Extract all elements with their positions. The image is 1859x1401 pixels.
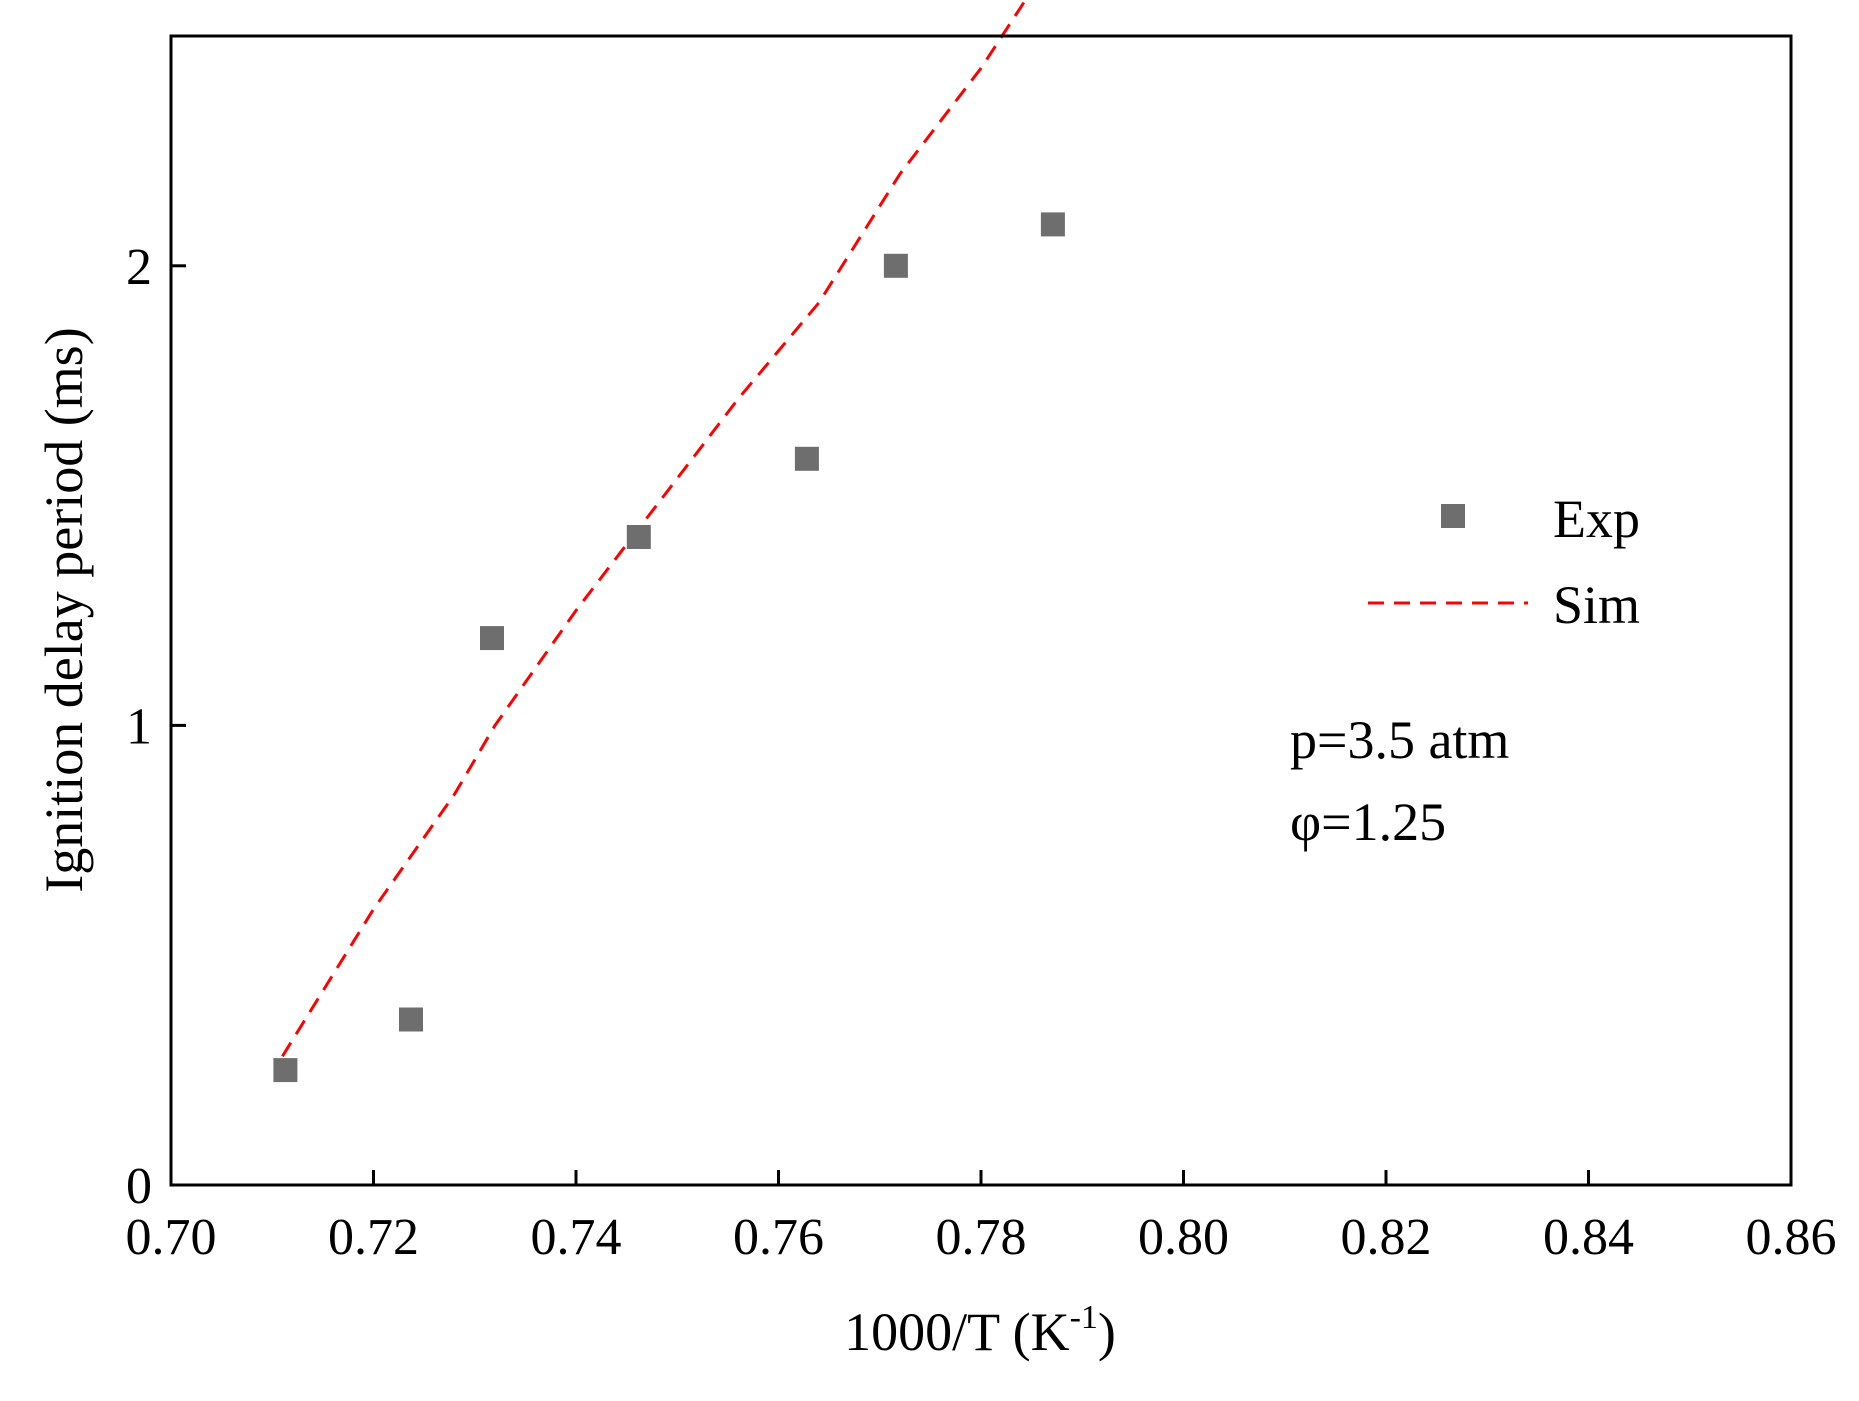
exp-point (480, 626, 504, 651)
y-axis-ticks: 0 1 2 (126, 239, 186, 1215)
legend-exp-label: Exp (1553, 489, 1640, 549)
x-tick-label: 0.78 (936, 1209, 1027, 1266)
x-tick-label: 0.76 (733, 1209, 824, 1266)
x-axis-title-main: 1000/T (K (844, 1302, 1070, 1362)
x-tick-label: 0.80 (1138, 1209, 1229, 1266)
x-axis-title-superscript: -1 (1070, 1299, 1098, 1336)
exp-point (273, 1058, 298, 1083)
exp-point (883, 253, 908, 278)
x-tick-label: 0.84 (1543, 1209, 1634, 1266)
legend-exp-marker (1441, 504, 1465, 528)
x-axis-ticks: 0.70 0.72 0.74 0.76 0.78 0.80 0.82 0.84 0.86 (126, 1170, 1837, 1266)
x-axis-title-suffix: ) (1098, 1302, 1116, 1362)
x-tick-label: 0.82 (1341, 1209, 1432, 1266)
y-axis-title: Ignition delay period (ms) (34, 327, 94, 892)
legend: Exp Sim (1368, 489, 1640, 635)
exp-point (626, 525, 651, 549)
legend-sim-label: Sim (1553, 575, 1640, 635)
exp-point (794, 446, 819, 471)
x-tick-label: 0.74 (531, 1209, 622, 1266)
x-axis-title: 1000/T (K-1) (844, 1299, 1116, 1362)
x-tick-label: 0.70 (126, 1209, 217, 1266)
x-tick-label: 0.86 (1746, 1209, 1837, 1266)
y-tick-label: 0 (126, 1158, 152, 1215)
exp-series-layer (273, 212, 1065, 1083)
exp-point (1040, 212, 1065, 237)
y-tick-label: 2 (126, 239, 152, 296)
annotation-pressure: p=3.5 atm (1290, 710, 1509, 770)
annotation-equivalence-ratio: φ=1.25 (1290, 792, 1446, 852)
x-tick-label: 0.72 (328, 1209, 419, 1266)
exp-point (399, 1007, 423, 1032)
y-tick-label: 1 (126, 698, 152, 755)
